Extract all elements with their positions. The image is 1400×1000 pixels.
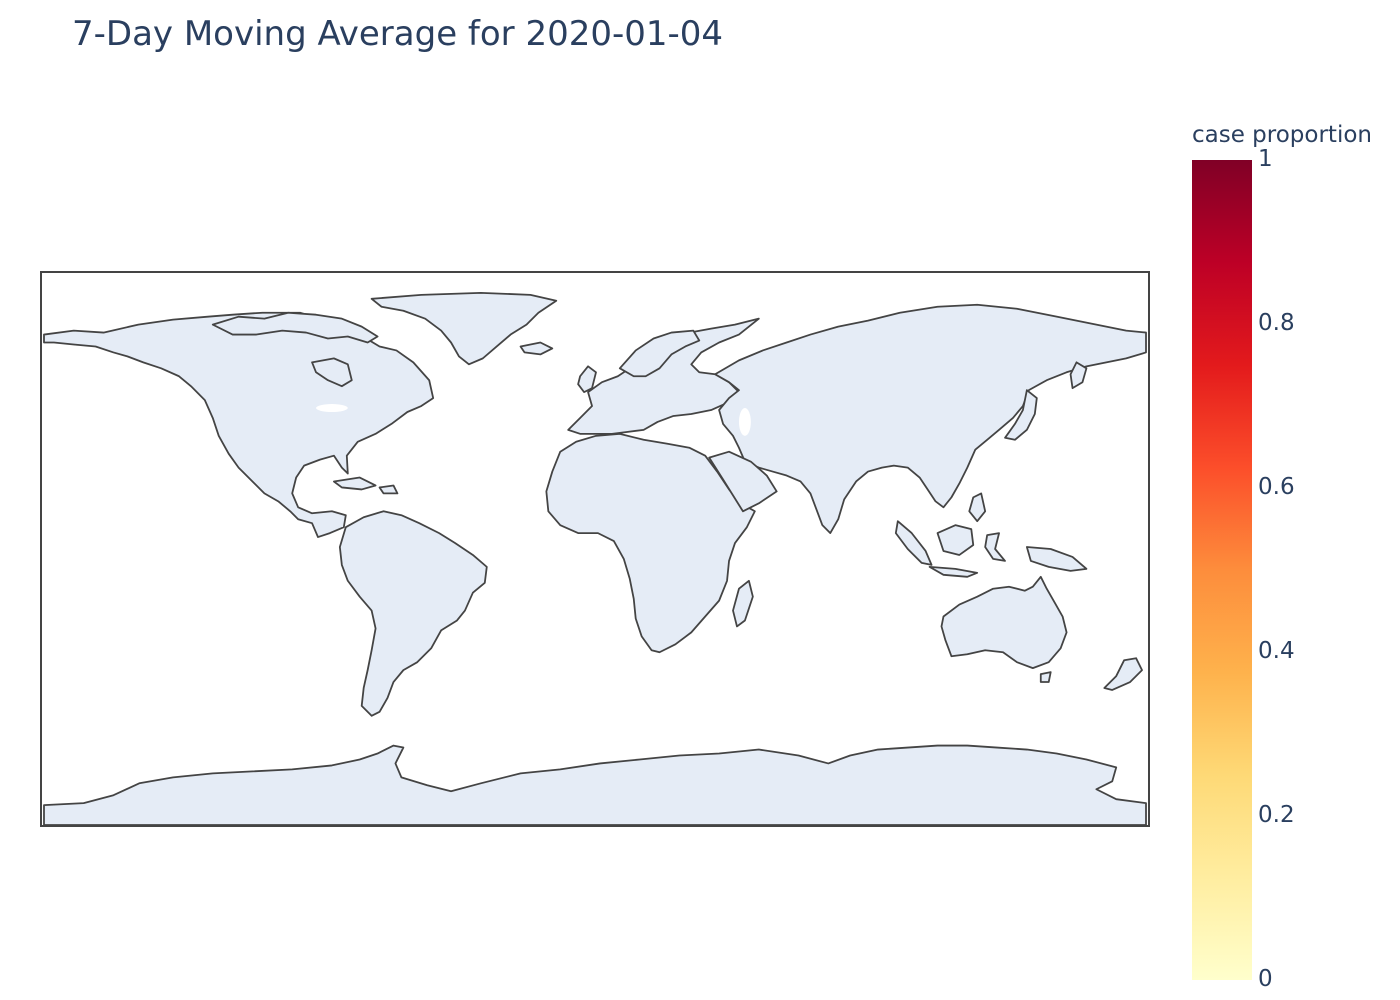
hudson-bay-island [311,357,353,388]
hispaniola [378,484,399,495]
world-map[interactable] [40,271,1150,827]
africa [545,432,756,654]
sulawesi [984,532,1006,562]
borneo [936,524,975,556]
asia [714,303,1147,535]
colorbar-tick-label: 0 [1258,966,1273,992]
great-lakes [316,404,348,412]
new-zealand [1103,657,1143,691]
greenland [370,291,558,366]
colorbar-tick-label: 0.6 [1258,474,1295,500]
colorbar-tick-label: 1 [1258,146,1273,172]
scandinavia [618,329,701,378]
sumatra [894,520,933,566]
colorbar-tick-label: 0.4 [1258,638,1295,664]
japan [1004,389,1038,441]
java [928,565,979,578]
chart-title: 7-Day Moving Average for 2020-01-04 [72,14,724,54]
colorbar-tick-label: 0.8 [1258,310,1295,336]
colorbar [1192,160,1252,980]
north-america [43,311,435,538]
philippines [968,492,987,523]
madagascar [732,579,754,628]
new-guinea [1025,546,1088,572]
world-map-svg[interactable] [42,273,1148,825]
caspian-sea [738,408,751,436]
arctic-archipelago [211,311,379,344]
south-america [338,510,488,717]
tasmania [1039,671,1052,683]
colorbar-title: case proportion [1192,122,1372,148]
iceland [519,341,554,356]
cuba [332,476,377,491]
australia [940,575,1068,670]
europe [567,317,760,435]
kamchatka [1069,361,1088,390]
great-britain [577,365,597,394]
colorbar-tick-label: 0.2 [1258,802,1295,828]
antarctica [43,744,1147,825]
arabian-peninsula [708,450,778,513]
